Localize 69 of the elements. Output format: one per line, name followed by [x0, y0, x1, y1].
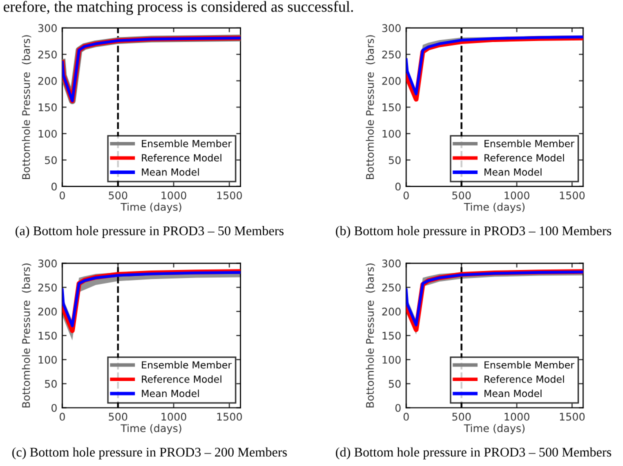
y-tick-label: 0 — [395, 404, 401, 412]
text: erefore, the matching process is considered as successful. — [4, 0, 353, 15]
x-axis-title: Time (days) — [464, 424, 525, 434]
text: (a) Bottom hole pressure in PROD3 – 50 Members — [16, 226, 284, 238]
y-tick-label: 250 — [38, 50, 57, 58]
y-tick-label: 250 — [382, 284, 401, 292]
y-tick-label: 50 — [44, 380, 57, 388]
y-tick-label: 50 — [388, 156, 401, 164]
x-axis-title: Time (days) — [464, 202, 525, 213]
y-axis-title: Bottomhole Pressure (bars) — [22, 35, 32, 180]
text: (d) Bottom hole pressure in PROD3 – 500 Members — [336, 447, 612, 460]
legend-label: Reference Model — [484, 375, 564, 383]
y-axis-title: Bottomhole Pressure (bars) — [22, 264, 32, 408]
legend-label: Reference Model — [142, 154, 222, 162]
legend-label: Ensemble Member — [142, 361, 232, 369]
legend-label: Ensemble Member — [484, 140, 574, 148]
x-tick-label: 0 — [404, 191, 409, 200]
y-tick-label: 150 — [382, 332, 401, 340]
y-tick-label: 0 — [395, 182, 401, 191]
legend-label: Mean Model — [484, 390, 542, 398]
x-tick-label: 1500 — [217, 412, 242, 421]
legend-label: Mean Model — [142, 390, 199, 398]
x-axis-title: Time (days) — [120, 202, 182, 213]
legend-label: Mean Model — [484, 168, 542, 176]
legend-label: Mean Model — [142, 168, 199, 176]
y-tick-label: 150 — [38, 332, 57, 340]
x-axis-title: Time (days) — [120, 424, 182, 434]
text: (b) Bottom hole pressure in PROD3 – 100 Members — [336, 226, 612, 238]
y-axis-title: Bottomhole Pressure (bars) — [366, 264, 376, 408]
x-tick-label: 1000 — [504, 191, 530, 200]
y-tick-label: 200 — [38, 77, 57, 85]
y-axis-title: Bottomhole Pressure (bars) — [366, 35, 376, 180]
y-tick-label: 300 — [38, 24, 57, 32]
x-tick-label: 0 — [60, 191, 65, 200]
x-tick-label: 0 — [404, 412, 409, 421]
x-tick-label: 500 — [108, 191, 128, 200]
y-tick-label: 300 — [382, 24, 401, 32]
x-tick-label: 1500 — [217, 191, 242, 200]
y-tick-label: 100 — [382, 130, 401, 138]
y-tick-label: 150 — [38, 103, 57, 112]
y-tick-label: 0 — [52, 182, 57, 191]
y-tick-label: 200 — [382, 308, 401, 316]
y-tick-label: 100 — [382, 356, 401, 364]
x-tick-label: 1500 — [560, 191, 585, 200]
y-tick-label: 150 — [382, 103, 401, 112]
legend-label: Ensemble Member — [484, 361, 574, 369]
x-tick-label: 1000 — [504, 412, 530, 421]
y-tick-label: 100 — [38, 130, 57, 138]
y-tick-label: 50 — [388, 380, 401, 388]
y-tick-label: 250 — [38, 284, 57, 292]
y-tick-label: 200 — [38, 308, 57, 316]
legend-label: Reference Model — [142, 375, 222, 383]
y-tick-label: 200 — [382, 77, 401, 85]
x-tick-label: 500 — [108, 412, 128, 421]
x-tick-label: 0 — [60, 412, 65, 421]
x-tick-label: 1000 — [162, 191, 186, 200]
x-tick-label: 1000 — [162, 412, 186, 421]
x-tick-label: 1500 — [560, 412, 585, 421]
y-tick-label: 100 — [38, 356, 57, 364]
y-tick-label: 250 — [382, 50, 401, 58]
y-tick-label: 0 — [52, 404, 57, 412]
y-tick-label: 300 — [382, 260, 401, 268]
x-tick-label: 500 — [452, 412, 471, 421]
x-tick-label: 500 — [452, 191, 471, 200]
y-tick-label: 50 — [44, 156, 57, 164]
legend-label: Ensemble Member — [142, 140, 232, 148]
y-tick-label: 300 — [38, 260, 57, 268]
legend-label: Reference Model — [484, 154, 564, 162]
text: (c) Bottom hole pressure in PROD3 – 200 Members — [12, 447, 287, 460]
